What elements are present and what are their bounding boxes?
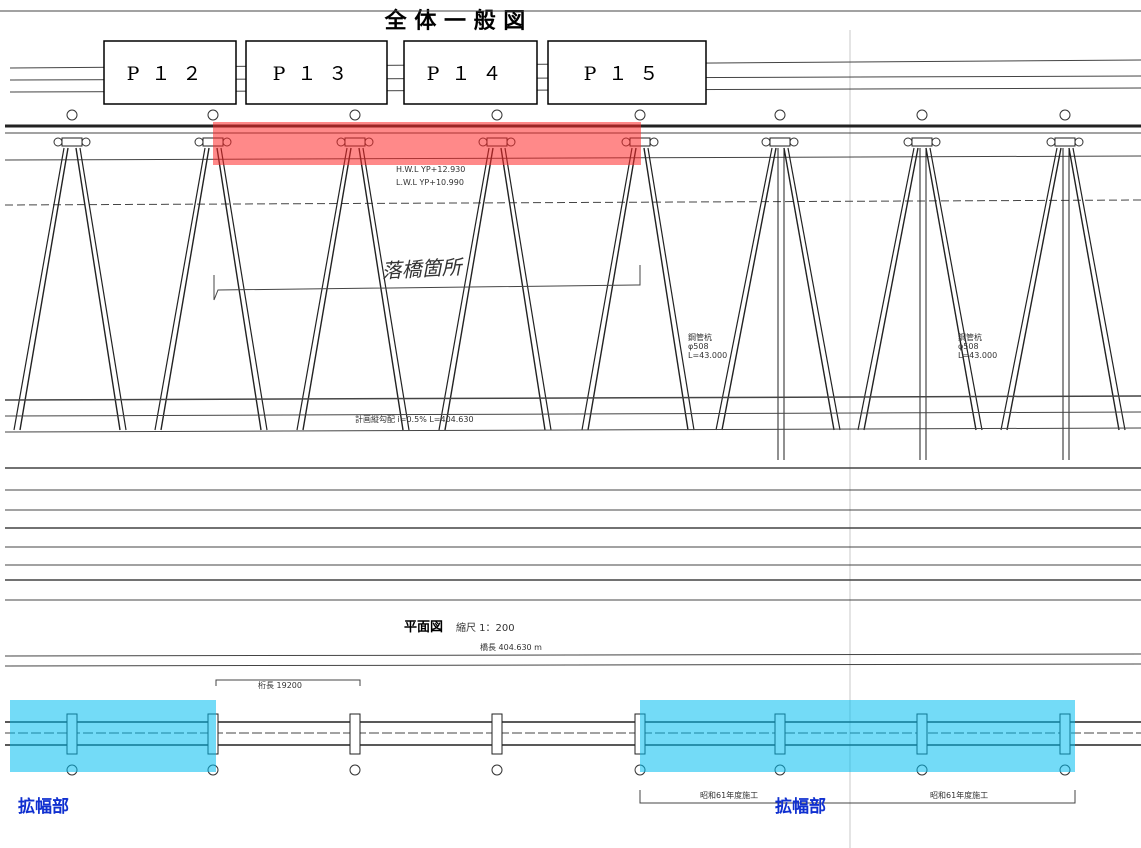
pile-note: φ508: [688, 342, 709, 351]
hwl: H.W.L YP+12.930: [396, 165, 465, 174]
plan-scale: 縮尺 1：200: [456, 621, 515, 634]
pile: [14, 148, 64, 430]
pile: [788, 148, 840, 430]
pier-label: P１５: [584, 63, 671, 85]
line: [5, 664, 1141, 666]
pile: [644, 148, 688, 430]
plan-pier: [350, 714, 360, 754]
lwl: L.W.L YP+10.990: [396, 178, 464, 187]
pier-marker: [775, 110, 785, 120]
pile: [217, 148, 261, 430]
pier-cap: [912, 138, 932, 146]
plan-pier: [492, 714, 502, 754]
pile-note: L=43.000: [688, 351, 727, 360]
pile-note: L=43.000: [958, 351, 997, 360]
pile: [588, 148, 636, 430]
pier-cap: [62, 138, 82, 146]
bearing: [762, 138, 770, 146]
pile-note: φ508: [958, 342, 979, 351]
pile: [1073, 148, 1125, 430]
pier-marker: [917, 110, 927, 120]
pile: [648, 148, 694, 430]
pile: [155, 148, 205, 430]
pier-marker: [635, 110, 645, 120]
bearing: [1075, 138, 1083, 146]
pile: [221, 148, 267, 430]
pile: [161, 148, 209, 430]
pier-marker: [208, 110, 218, 120]
pile: [582, 148, 632, 430]
pile: [926, 148, 976, 430]
pile: [784, 148, 834, 430]
pile: [445, 148, 493, 430]
widening-label: 拡幅部: [775, 796, 826, 817]
bearing: [1047, 138, 1055, 146]
bearing: [932, 138, 940, 146]
pile: [722, 148, 776, 430]
gradient-note: 計画縦勾配 i=0.5% L=404.630: [355, 414, 474, 424]
bearing: [790, 138, 798, 146]
span-length: 桁長 19200: [258, 680, 302, 690]
pier-marker: [492, 110, 502, 120]
pile: [930, 148, 982, 430]
pier-label: P１２: [127, 63, 214, 85]
work-note: 昭和61年度施工: [930, 790, 988, 800]
bearing: [54, 138, 62, 146]
pier-marker: [67, 110, 77, 120]
pile: [1007, 148, 1061, 430]
bearing: [82, 138, 90, 146]
pile: [864, 148, 918, 430]
bearing: [650, 138, 658, 146]
profile-line: [5, 412, 1141, 416]
pile: [505, 148, 551, 430]
pier-label: P１３: [273, 63, 360, 85]
plan-marker: [350, 765, 360, 775]
pier-label-boxes: P１２ P１３ P１４ P１５: [104, 41, 706, 104]
elevation-lines: [0, 11, 1141, 205]
pile: [363, 148, 409, 430]
widening-highlight: [640, 700, 1075, 772]
profile-line: [5, 428, 1141, 432]
line: [5, 654, 1141, 656]
pile: [80, 148, 126, 430]
pile: [359, 148, 403, 430]
pile: [716, 148, 772, 430]
drawing: 全 体 一 般 図 H.W.L YP+12.930 L.W.L YP+10.99…: [0, 0, 1141, 848]
pile: [501, 148, 545, 430]
line: [5, 200, 1141, 205]
pile-note: 鋼管杭: [958, 332, 982, 342]
handwritten-note: 落橋箇所: [381, 255, 465, 283]
pier-marker: [350, 110, 360, 120]
pile-note: 鋼管杭: [688, 332, 712, 342]
pile: [20, 148, 68, 430]
pile: [1001, 148, 1057, 430]
plan-title: 平面図: [404, 620, 443, 635]
profile-lines: [5, 396, 1141, 600]
plan-marker: [492, 765, 502, 775]
title: 全 体 一 般 図: [384, 8, 526, 34]
pier-marker: [1060, 110, 1070, 120]
collapsed-span-highlight: [213, 122, 641, 165]
pier-cap: [1055, 138, 1075, 146]
bearing: [195, 138, 203, 146]
bearing: [904, 138, 912, 146]
bridge-length: 橋長 404.630 m: [480, 642, 542, 652]
pier-label: P１４: [427, 63, 514, 85]
pier-cap: [770, 138, 790, 146]
pile: [858, 148, 914, 430]
widening-label: 拡幅部: [18, 796, 69, 817]
widening-highlight: [10, 700, 216, 772]
pile: [439, 148, 489, 430]
work-note: 昭和61年度施工: [700, 790, 758, 800]
pile: [76, 148, 120, 430]
pile: [1069, 148, 1119, 430]
